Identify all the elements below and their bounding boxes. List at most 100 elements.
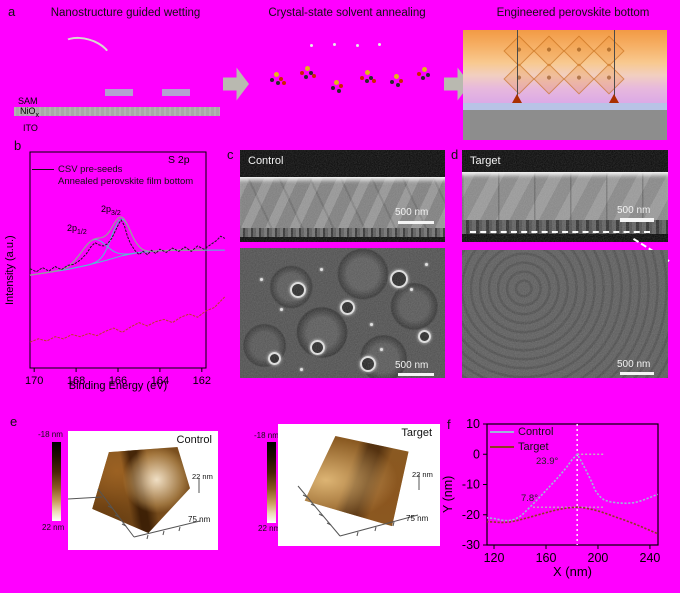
peak2-main: 2p xyxy=(101,204,112,214)
pinhole-ring xyxy=(418,330,431,343)
svg-text:0: 0 xyxy=(473,447,480,461)
niox-label-sub: x xyxy=(35,111,40,119)
pinhole-ring xyxy=(290,282,306,298)
scalebar-label: 500 nm xyxy=(395,360,429,371)
profile-legend-row-control: Control xyxy=(490,424,553,439)
pinhole-ring xyxy=(390,270,408,288)
perovskite-schematic xyxy=(463,30,667,140)
profile-legend-row-target: Target xyxy=(490,439,553,454)
svg-text:170: 170 xyxy=(25,375,43,387)
grain-boundary-line xyxy=(614,30,615,103)
xps-peak-label-2p12: 2p1/2 xyxy=(67,223,87,236)
xps-legend-row-annealed: Annealed perovskite film bottom xyxy=(58,175,193,187)
sam-patch xyxy=(162,89,190,96)
afm-tag-control: Control xyxy=(176,434,212,446)
svg-text:10: 10 xyxy=(466,417,480,431)
peak1-main: 2p xyxy=(67,223,78,233)
afm-x-label: 75 nm xyxy=(188,515,211,524)
afm-control-plot: Control 22 nm 75 nm xyxy=(68,431,218,550)
profile-chart: 120 160 200 240 10 0 -10 -20 -30 xyxy=(462,417,660,565)
xps-legend-label: CSV pre-seeds xyxy=(58,163,123,175)
svg-text:162: 162 xyxy=(193,375,211,387)
xps-y-axis-label: Intensity (a.u.) xyxy=(4,235,16,305)
xps-x-axis-label: Binding Energy (eV) xyxy=(68,380,168,392)
afm-axes xyxy=(297,474,420,537)
peak1-sub: 1/2 xyxy=(77,228,87,236)
afm-z-label: 22 nm xyxy=(192,472,213,481)
panel-label-b: b xyxy=(14,138,22,153)
solvent-molecules-graphic xyxy=(265,40,445,95)
colorbar-top-label: -18 nm xyxy=(254,431,279,440)
svg-text:-30: -30 xyxy=(462,538,480,552)
legend-line-target xyxy=(490,445,514,448)
sem-cross-section-control: Control 500 nm xyxy=(240,150,445,242)
xps-peak-label-2p32: 2p3/2 xyxy=(101,204,121,217)
grain-boundary-line xyxy=(517,30,518,103)
sem-tag-target: Target xyxy=(470,155,501,167)
xps-chart: 170 168 166 164 162 xyxy=(25,151,226,387)
layer-label-niox: NiOx xyxy=(20,106,39,119)
panel-label-f: f xyxy=(447,417,451,432)
substrate-texture xyxy=(240,228,445,237)
niox-label-main: NiO xyxy=(20,106,36,116)
seed-triangle xyxy=(609,94,619,103)
sem-topview-target: 500 nm xyxy=(462,250,668,378)
xps-legend-label: Annealed perovskite film bottom xyxy=(58,175,194,187)
schematic-title-perovskite: Engineered perovskite bottom xyxy=(496,7,650,19)
afm-tag-target: Target xyxy=(401,427,432,439)
sem-tag-control: Control xyxy=(248,155,284,167)
niox-layer-bar xyxy=(14,107,220,116)
svg-text:168: 168 xyxy=(67,375,85,387)
droplet-arc-graphic xyxy=(54,31,116,77)
profile-legend-label: Control xyxy=(518,425,554,438)
panel-label-e: e xyxy=(10,414,18,429)
sam-patch xyxy=(105,89,133,96)
pinhole-ring xyxy=(340,300,355,315)
angle-annotation-target: 7.8° xyxy=(521,493,539,504)
colorbar-bottom-label: 22 nm xyxy=(42,523,65,532)
xps-legend: CSV pre-seeds Annealed perovskite film b… xyxy=(32,163,193,187)
schematic-title-wetting: Nanostructure guided wetting xyxy=(50,7,201,19)
scalebar xyxy=(620,372,654,375)
pinhole-ring xyxy=(360,356,376,372)
layer-label-ito: ITO xyxy=(23,123,38,133)
profile-y-axis-label: Y (nm) xyxy=(441,475,455,514)
legend-line-black xyxy=(32,168,54,170)
svg-text:166: 166 xyxy=(109,375,127,387)
svg-text:120: 120 xyxy=(484,551,505,565)
svg-text:200: 200 xyxy=(588,551,609,565)
pinhole-ring xyxy=(268,352,281,365)
scalebar-label: 500 nm xyxy=(395,207,429,218)
afm-z-label: 22 nm xyxy=(412,470,433,479)
afm-x-label: 75 nm xyxy=(406,514,429,523)
ito-strip xyxy=(463,110,667,140)
sem-topview-control: 500 nm xyxy=(240,248,445,378)
perovskite-gradient xyxy=(463,30,667,103)
panel-label-a: a xyxy=(8,4,16,19)
afm-colorbar xyxy=(52,442,61,521)
afm-axes xyxy=(68,478,201,540)
legend-line-control xyxy=(490,430,514,433)
scalebar xyxy=(398,221,434,224)
afm-colorbar xyxy=(267,442,276,523)
svg-text:-10: -10 xyxy=(462,478,480,492)
panel-label-d: d xyxy=(451,147,459,162)
scalebar-label: 500 nm xyxy=(617,205,651,216)
svg-text:164: 164 xyxy=(151,375,169,387)
seed-layer-dashed-line xyxy=(470,231,650,233)
xps-corner-label: S 2p xyxy=(168,154,190,166)
angle-annotation-control: 23.9° xyxy=(536,456,559,467)
sem-cross-section-target: Target 500 nm xyxy=(462,150,668,242)
xps-legend-row-preseeds: CSV pre-seeds xyxy=(32,163,193,175)
svg-text:160: 160 xyxy=(536,551,557,565)
panel-label-c: c xyxy=(227,147,234,162)
svg-text:-20: -20 xyxy=(462,508,480,522)
scalebar xyxy=(398,373,434,376)
layer-label-sam: SAM xyxy=(18,96,38,106)
profile-legend-label: Target xyxy=(518,440,549,453)
scalebar xyxy=(620,218,654,222)
seed-triangle xyxy=(512,94,522,103)
peak2-sub: 3/2 xyxy=(111,209,121,217)
niox-strip xyxy=(463,103,667,110)
